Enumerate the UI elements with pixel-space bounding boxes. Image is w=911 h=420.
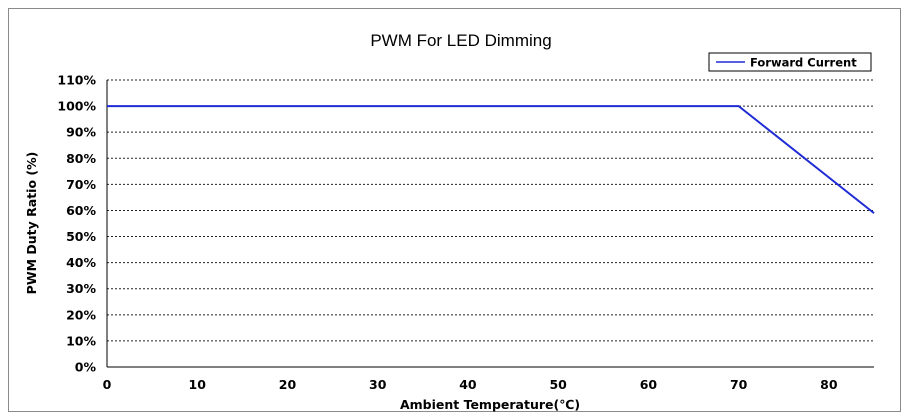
x-tick-label: 30 [369,377,387,392]
y-tick-labels: 0% 10% 20% 30% 40% 50% 60% 70% 80% 90% 100% 110% [57,73,96,375]
x-tick-label: 20 [279,377,297,392]
y-tick-label: 50% [66,229,96,244]
x-axis-label: Ambient Temperature(℃) [400,397,580,412]
y-tick-label: 90% [66,125,96,140]
x-tick-labels: 0 10 20 30 40 50 60 70 80 [103,377,838,392]
x-tick-label: 70 [730,377,748,392]
y-tick-label: 30% [66,281,96,296]
grid-lines [107,79,874,342]
x-tick-label: 50 [549,377,567,392]
x-tick-label: 60 [640,377,658,392]
y-tick-label: 110% [57,73,96,88]
series-line-0 [107,105,875,214]
series-lines [107,105,875,214]
y-tick-label: 80% [66,151,96,166]
y-axis-label: PWM Duty Ratio (%) [24,152,39,295]
y-tick-label: 10% [66,333,96,348]
y-tick-label: 20% [66,307,96,322]
y-tick-label: 0% [75,360,97,375]
x-tick-label: 0 [103,377,112,392]
y-tick-label: 100% [57,99,96,114]
legend: Forward Current [708,52,872,72]
y-tick-label: 70% [66,177,96,192]
x-tick-label: 80 [820,377,838,392]
x-tick-label: 10 [189,377,207,392]
legend-label: Forward Current [750,56,857,70]
x-tick-label: 40 [459,377,477,392]
y-tick-label: 40% [66,255,96,270]
chart-title: PWM For LED Dimming [370,31,551,50]
y-tick-label: 60% [66,203,96,218]
legend-box [708,52,872,72]
